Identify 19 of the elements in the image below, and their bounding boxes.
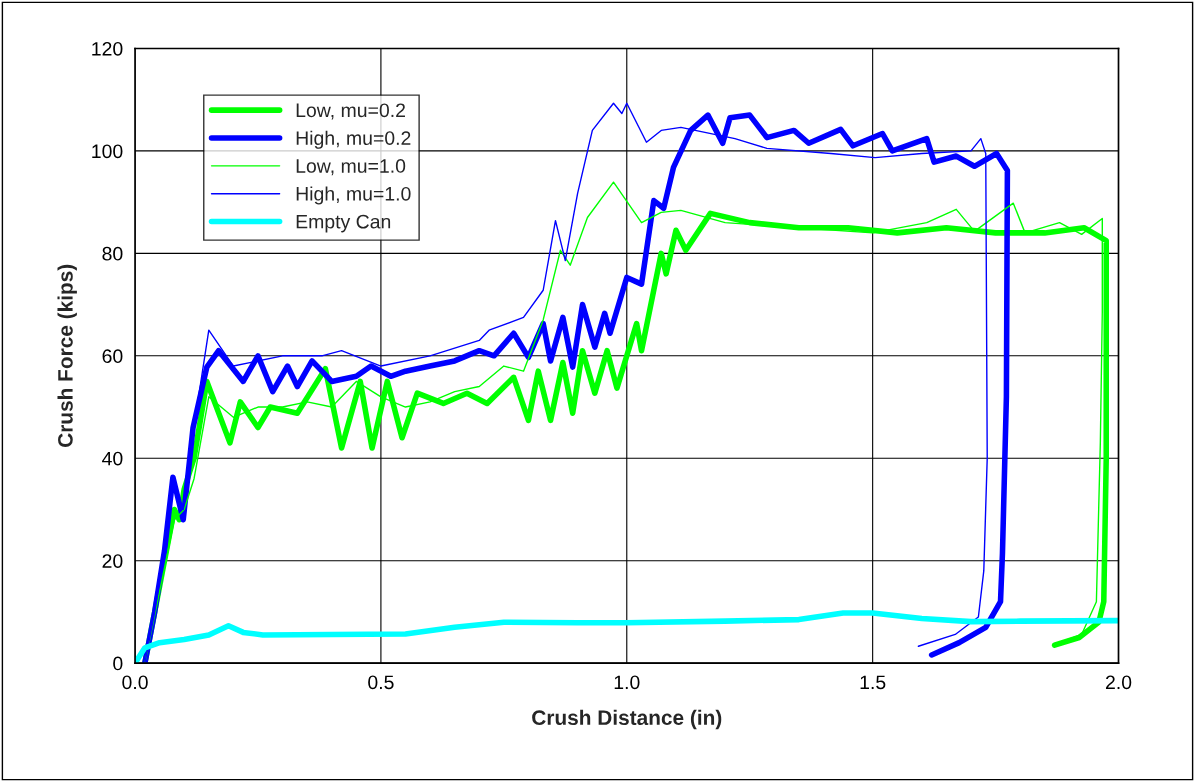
legend-label: High, mu=1.0 bbox=[296, 186, 411, 205]
y-tick-label: 40 bbox=[102, 451, 123, 466]
y-tick-label: 60 bbox=[102, 349, 123, 364]
x-tick-label: 0.5 bbox=[368, 675, 394, 690]
y-axis-title: Crush Force (kips) bbox=[57, 264, 77, 447]
x-tick-label: 0.0 bbox=[122, 675, 148, 690]
y-tick-label: 120 bbox=[92, 41, 123, 56]
legend-label: Low, mu=1.0 bbox=[296, 159, 406, 176]
legend-label: High, mu=0.2 bbox=[296, 130, 411, 149]
x-tick-label: 1.0 bbox=[614, 675, 640, 690]
y-tick-label: 0 bbox=[113, 656, 123, 671]
legend-label: Low, mu=0.2 bbox=[296, 103, 405, 120]
y-tick-label: 20 bbox=[102, 554, 123, 568]
legend-label: Empty Can bbox=[296, 214, 391, 233]
y-tick-label: 80 bbox=[102, 246, 123, 261]
x-tick-label: 1.5 bbox=[860, 675, 886, 690]
y-tick-label: 100 bbox=[92, 144, 123, 159]
x-axis-title: Crush Distance (in) bbox=[532, 709, 722, 730]
x-tick-label: 2.0 bbox=[1105, 675, 1132, 690]
